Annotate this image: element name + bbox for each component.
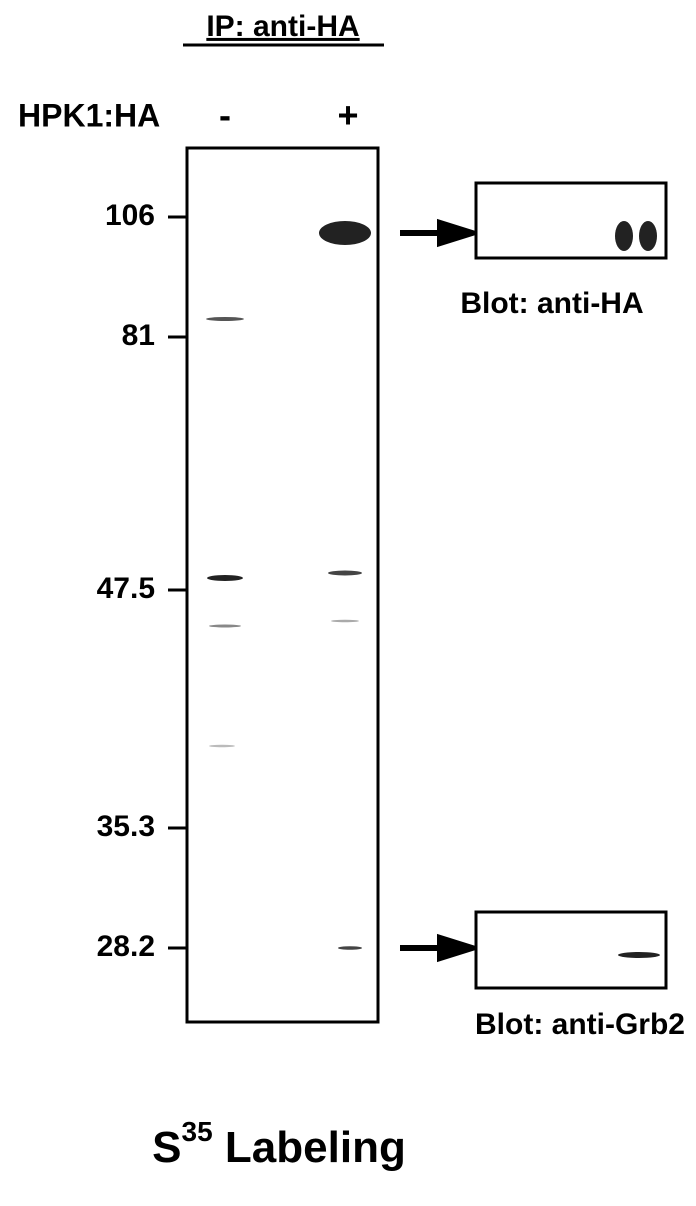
lane-label: + — [337, 95, 358, 136]
lane-label: - — [219, 95, 231, 136]
band — [319, 221, 371, 245]
band — [209, 744, 235, 748]
footer: S35 Labeling — [152, 1116, 406, 1171]
arrow — [400, 933, 483, 963]
arrow — [400, 218, 483, 248]
blot-label: Blot: anti-HA — [460, 287, 643, 320]
lane-header-label: HPK1:HA — [18, 97, 160, 133]
marker-label: 81 — [122, 319, 155, 352]
gel — [185, 146, 380, 1024]
markers: 106 81 47.5 35.3 28.2 — [97, 199, 186, 963]
band — [328, 570, 362, 576]
band — [639, 221, 657, 251]
band — [331, 619, 359, 623]
footer-superscript: 35 — [182, 1116, 213, 1147]
footer-symbol: S — [152, 1123, 181, 1172]
band — [209, 624, 241, 628]
band — [615, 221, 633, 251]
band — [618, 952, 660, 958]
marker-label: 35.3 — [97, 810, 155, 843]
marker-label: 28.2 — [97, 930, 155, 963]
band — [338, 946, 362, 950]
band — [207, 575, 243, 581]
blot-inset — [474, 181, 668, 260]
marker-label: 47.5 — [97, 572, 155, 605]
footer-space — [213, 1123, 225, 1172]
blot-label: Blot: anti-Grb2 — [475, 1008, 685, 1041]
figure-title: IP: anti-HA — [206, 10, 359, 43]
marker-label: 106 — [105, 199, 155, 232]
footer-text: Labeling — [225, 1123, 406, 1172]
band — [206, 317, 244, 321]
blot-inset — [474, 910, 668, 990]
